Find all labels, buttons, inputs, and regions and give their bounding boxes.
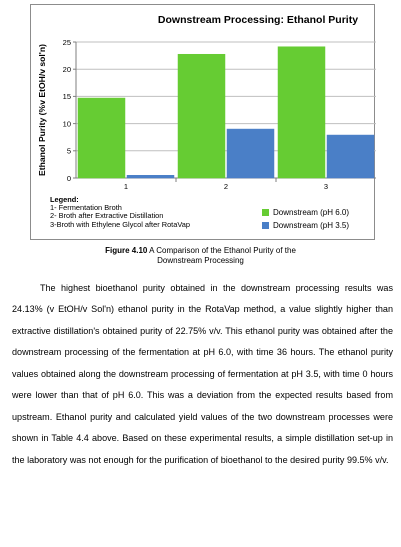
bar-series-2-category-3 [326,134,375,179]
figure-caption: Figure 4.10 A Comparison of the Ethanol … [0,246,401,265]
body-text: The highest bioethanol purity obtained i… [12,278,393,471]
y-tick-label: 10 [63,119,71,128]
x-tick-label: 3 [324,182,328,191]
series-legend-entry-ph35: Downstream (pH 3.5) [262,219,349,232]
x-tick-label: 1 [124,182,128,191]
y-tick-label: 5 [67,147,71,156]
figure-caption-text: A Comparison of the Ethanol Purity of th… [147,246,296,255]
series-label-ph35: Downstream (pH 3.5) [273,221,350,230]
bar-series-1-category-2 [177,53,226,179]
legend-item-1: 1- Fermentation Broth [50,203,122,213]
series-legend-entry-ph6: Downstream (pH 6.0) [262,206,349,219]
y-tick-label: 0 [67,174,71,183]
figure-caption-line2: Downstream Processing [157,255,244,265]
legend-heading: Legend: [50,195,79,204]
category-legend: Legend: 1- Fermentation Broth 2- Broth a… [50,195,190,229]
y-tick-label: 15 [63,92,71,101]
x-tick-label: 2 [224,182,228,191]
body-paragraph: The highest bioethanol purity obtained i… [12,283,393,465]
bar-series-1-category-1 [77,97,126,179]
figure-label: Figure 4.10 [105,246,148,255]
y-axis-label: Ethanol Purity (%v EtOH/v sol'n) [37,44,47,176]
series-swatch-ph6 [262,209,269,216]
bar-series-1-category-3 [277,46,326,179]
legend-item-2: 2- Broth after Extractive Distillation [50,211,164,221]
y-tick-label: 25 [63,38,71,47]
series-swatch-ph35 [262,222,269,229]
y-tick-label: 20 [63,65,71,74]
ethanol-purity-chart: Downstream Processing: Ethanol Purity 0 5 1… [37,14,376,191]
bar-series-2-category-2 [226,128,275,179]
chart-title: Downstream Processing: Ethanol Purity [158,14,358,26]
series-legend: Downstream (pH 6.0) Downstream (pH 3.5) [262,206,349,232]
series-label-ph6: Downstream (pH 6.0) [273,208,350,217]
legend-item-3: 3-Broth with Ethylene Glycol after RotaV… [50,219,190,229]
bar-series-2-category-1 [126,175,175,179]
